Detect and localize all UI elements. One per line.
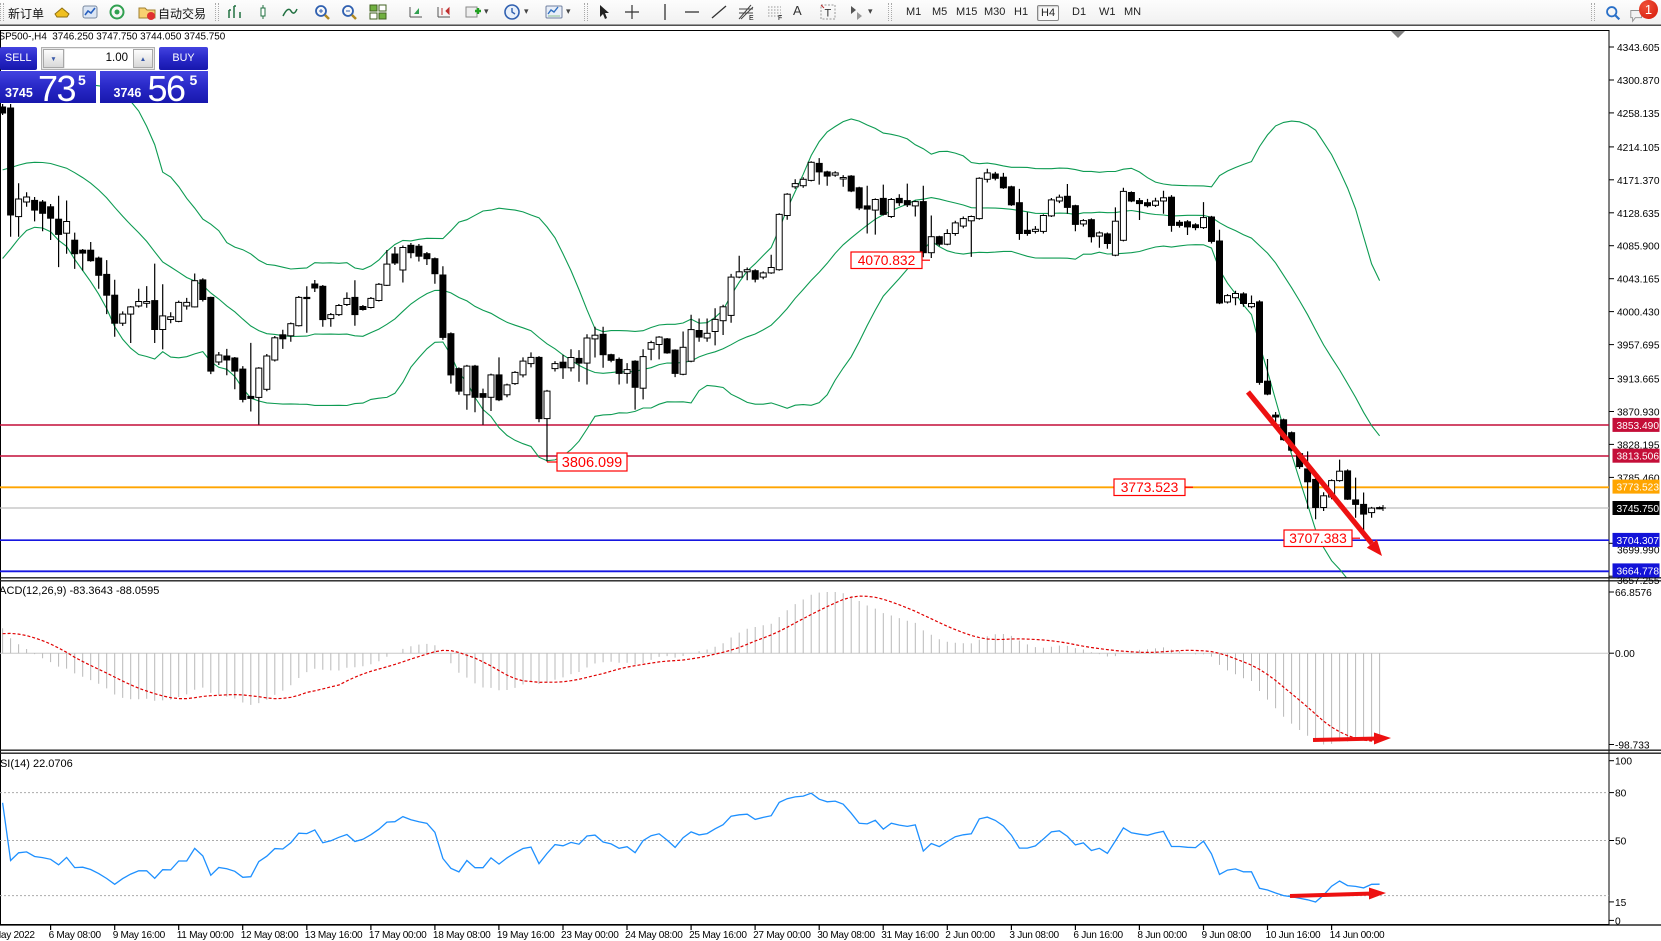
svg-text:25 May 16:00: 25 May 16:00 (689, 930, 747, 941)
svg-text:4300.870: 4300.870 (1617, 76, 1660, 87)
svg-text:3745.750: 3745.750 (1617, 504, 1660, 515)
svg-text:4000.430: 4000.430 (1617, 308, 1660, 319)
svg-text:SP500-,H4 3746.250 3747.750 3: SP500-,H4 3746.250 3747.750 3744.050 374… (0, 32, 226, 43)
svg-text:3657.255: 3657.255 (1617, 576, 1660, 587)
svg-text:9 May 16:00: 9 May 16:00 (113, 930, 166, 941)
svg-text:23 May 00:00: 23 May 00:00 (561, 930, 619, 941)
svg-text:3707.383: 3707.383 (1289, 531, 1347, 546)
svg-text:3957.695: 3957.695 (1617, 341, 1660, 352)
svg-text:3 Jun 08:00: 3 Jun 08:00 (1009, 930, 1059, 941)
svg-text:F: F (778, 15, 782, 22)
svg-text:3853.490: 3853.490 (1617, 421, 1660, 432)
svg-text:3806.099: 3806.099 (562, 455, 622, 471)
svg-text:66.8576: 66.8576 (1615, 588, 1652, 599)
svg-text:19 May 16:00: 19 May 16:00 (497, 930, 555, 941)
svg-text:10 Jun 16:00: 10 Jun 16:00 (1266, 930, 1321, 941)
svg-text:4214.105: 4214.105 (1617, 143, 1660, 154)
svg-text:4128.635: 4128.635 (1617, 209, 1660, 220)
svg-text:12 May 08:00: 12 May 08:00 (241, 930, 299, 941)
svg-text:4070.832: 4070.832 (858, 253, 916, 268)
svg-text:0.00: 0.00 (1615, 649, 1635, 660)
svg-text:6 May 08:00: 6 May 08:00 (49, 930, 102, 941)
svg-text:100: 100 (1615, 757, 1632, 768)
svg-text:3870.930: 3870.930 (1617, 408, 1660, 419)
svg-text:6 Jun 16:00: 6 Jun 16:00 (1073, 930, 1123, 941)
svg-text:3704.307: 3704.307 (1617, 536, 1660, 547)
svg-text:4171.370: 4171.370 (1617, 176, 1660, 187)
svg-text:3773.523: 3773.523 (1121, 480, 1179, 495)
svg-text:4085.900: 4085.900 (1617, 242, 1660, 253)
svg-text:4343.605: 4343.605 (1617, 43, 1660, 54)
svg-text:3813.506: 3813.506 (1617, 452, 1660, 463)
svg-text:-98.733: -98.733 (1615, 741, 1650, 752)
svg-text:E: E (749, 15, 754, 22)
svg-text:80: 80 (1615, 789, 1627, 800)
svg-text:13 May 16:00: 13 May 16:00 (305, 930, 363, 941)
svg-text:5 May 2022: 5 May 2022 (0, 930, 35, 941)
svg-text:50: 50 (1615, 837, 1627, 848)
svg-text:3913.665: 3913.665 (1617, 375, 1660, 386)
svg-text:8 Jun 00:00: 8 Jun 00:00 (1137, 930, 1187, 941)
svg-text:18 May 08:00: 18 May 08:00 (433, 930, 491, 941)
svg-text:31 May 16:00: 31 May 16:00 (881, 930, 939, 941)
svg-text:4258.135: 4258.135 (1617, 109, 1660, 120)
svg-text:11 May 00:00: 11 May 00:00 (177, 930, 235, 941)
svg-text:3699.990: 3699.990 (1617, 546, 1660, 557)
svg-text:9 Jun 08:00: 9 Jun 08:00 (1202, 930, 1252, 941)
svg-text:3664.778: 3664.778 (1617, 566, 1660, 577)
svg-text:0: 0 (1615, 916, 1621, 927)
svg-text:3785.460: 3785.460 (1617, 473, 1660, 484)
svg-text:2 Jun 00:00: 2 Jun 00:00 (945, 930, 995, 941)
svg-text:24 May 08:00: 24 May 08:00 (625, 930, 683, 941)
svg-text:15: 15 (1615, 898, 1627, 909)
svg-text:27 May 00:00: 27 May 00:00 (753, 930, 811, 941)
svg-text:RSI(14) 22.0706: RSI(14) 22.0706 (0, 758, 73, 770)
svg-text:3828.195: 3828.195 (1617, 440, 1660, 451)
svg-text:3773.523: 3773.523 (1617, 483, 1660, 494)
svg-text:MACD(12,26,9) -83.3643 -88.059: MACD(12,26,9) -83.3643 -88.0595 (0, 585, 159, 597)
svg-text:4043.165: 4043.165 (1617, 275, 1660, 286)
svg-text:17 May 00:00: 17 May 00:00 (369, 930, 427, 941)
svg-text:T: T (825, 8, 832, 20)
svg-text:14 Jun 00:00: 14 Jun 00:00 (1330, 930, 1385, 941)
svg-text:30 May 08:00: 30 May 08:00 (817, 930, 875, 941)
